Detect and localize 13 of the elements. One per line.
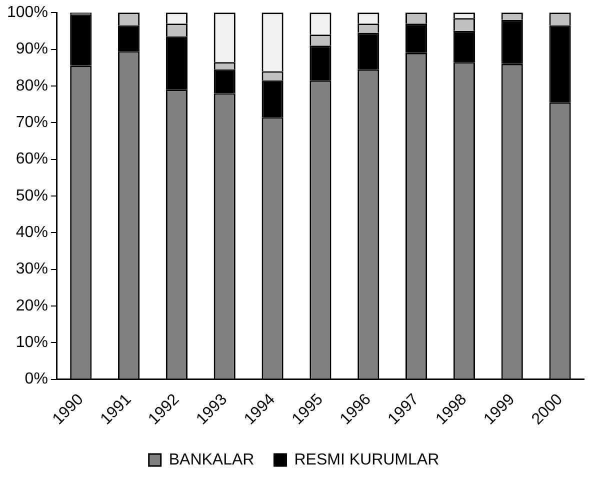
y-tick-label: 20% xyxy=(16,297,48,314)
y-tick-label: 80% xyxy=(16,77,48,94)
y-tick-label: 10% xyxy=(16,334,48,351)
y-tick-label: 70% xyxy=(16,114,48,132)
y-tick-label: 30% xyxy=(16,260,48,278)
y-tick-label: 90% xyxy=(16,40,48,58)
y-tick-label: 60% xyxy=(16,150,48,168)
legend-label: RESMI KURUMLAR xyxy=(294,451,440,468)
y-tick-label: 100% xyxy=(7,4,48,22)
y-tick-label: 50% xyxy=(16,187,48,204)
y-tick-label: 40% xyxy=(16,224,48,241)
legend-label: BANKALAR xyxy=(168,451,254,468)
y-tick-label: 0% xyxy=(24,370,48,388)
